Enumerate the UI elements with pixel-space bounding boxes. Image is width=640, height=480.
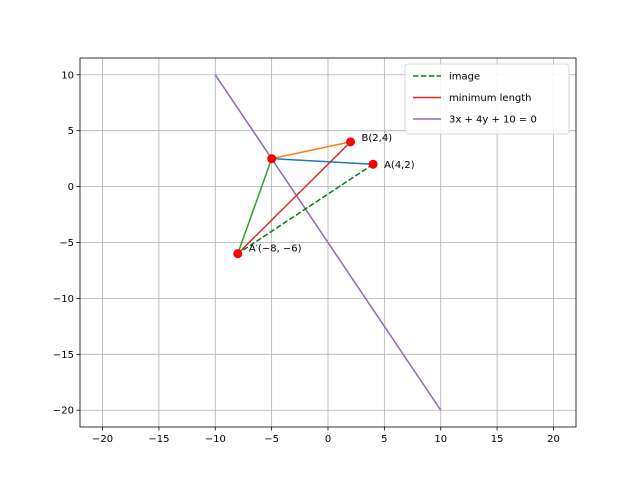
x-tick-label: −10 bbox=[205, 434, 226, 445]
legend-label: minimum length bbox=[449, 93, 532, 104]
points-layer bbox=[233, 137, 378, 259]
point-label-A-prime: A′(−8, −6) bbox=[249, 244, 302, 255]
x-tick-label: 20 bbox=[547, 434, 560, 445]
legend: image minimum length 3x + 4y + 10 = 0 bbox=[404, 63, 570, 135]
series-layer bbox=[214, 74, 442, 411]
point-P bbox=[267, 154, 277, 164]
x-tick-label: 15 bbox=[491, 434, 504, 445]
y-tick-label: 0 bbox=[68, 182, 74, 193]
y-tick-label: 5 bbox=[68, 126, 74, 137]
y-tick-label: −15 bbox=[53, 350, 74, 361]
point-label-A: A(4,2) bbox=[384, 160, 415, 171]
ticks: −20 −15 −10 −5 0 5 10 15 20 −20 −15 −10 −5 0 5 10 bbox=[53, 70, 560, 445]
point-A-prime bbox=[233, 249, 243, 259]
x-tick-label: −15 bbox=[148, 434, 169, 445]
legend-label: image bbox=[449, 72, 480, 83]
y-tick-label: 10 bbox=[61, 70, 74, 81]
series-line-segment-p-b bbox=[271, 141, 351, 160]
x-tick-label: −5 bbox=[264, 434, 279, 445]
y-tick-label: −5 bbox=[59, 238, 74, 249]
x-tick-label: 5 bbox=[381, 434, 387, 445]
series-line-minimum-length bbox=[237, 141, 352, 255]
annotations: A(4,2) B(2,4) A′(−8, −6) bbox=[249, 133, 415, 255]
point-A bbox=[368, 159, 378, 169]
legend-label: 3x + 4y + 10 = 0 bbox=[449, 115, 537, 126]
point-B bbox=[346, 137, 356, 147]
legend-box bbox=[404, 63, 570, 135]
x-tick-label: −20 bbox=[92, 434, 113, 445]
series-line-segment-p-a bbox=[271, 157, 374, 165]
y-tick-label: −20 bbox=[53, 406, 74, 417]
point-label-B: B(2,4) bbox=[362, 133, 393, 144]
x-tick-label: 10 bbox=[434, 434, 447, 445]
x-tick-label: 0 bbox=[325, 434, 331, 445]
series-line-image bbox=[237, 163, 374, 255]
series-line-3x-4y-10-0 bbox=[214, 74, 442, 411]
series-line-segment-p-a bbox=[237, 158, 273, 254]
y-tick-label: −10 bbox=[53, 294, 74, 305]
